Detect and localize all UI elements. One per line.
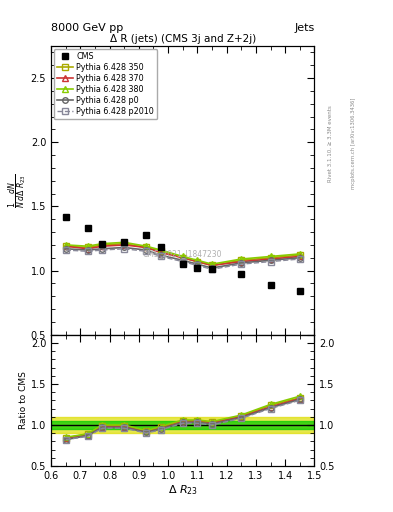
Pythia 6.428 p2010 (268, 259, 273, 265)
Pythia 6.428 380 (180, 253, 185, 260)
Pythia 6.428 p2010 (85, 248, 90, 254)
Pythia 6.428 p0 (195, 261, 200, 267)
Pythia 6.428 380 (268, 253, 273, 260)
Pythia 6.428 p0 (122, 244, 127, 250)
Pythia 6.428 370 (144, 244, 149, 250)
Pythia 6.428 370 (63, 243, 68, 249)
Line: CMS: CMS (62, 213, 303, 294)
CMS (268, 282, 273, 288)
Pythia 6.428 370 (180, 254, 185, 261)
Pythia 6.428 350 (268, 254, 273, 261)
Text: Jets: Jets (294, 23, 314, 33)
Pythia 6.428 370 (298, 253, 302, 260)
Line: Pythia 6.428 p2010: Pythia 6.428 p2010 (63, 246, 303, 272)
Pythia 6.428 370 (195, 259, 200, 265)
Pythia 6.428 380 (63, 242, 68, 248)
CMS (239, 271, 244, 278)
Legend: CMS, Pythia 6.428 350, Pythia 6.428 370, Pythia 6.428 380, Pythia 6.428 p0, Pyth: CMS, Pythia 6.428 350, Pythia 6.428 370,… (54, 49, 157, 119)
Pythia 6.428 370 (85, 246, 90, 252)
Bar (51, 421, 314, 429)
Pythia 6.428 380 (239, 256, 244, 262)
Pythia 6.428 370 (158, 249, 163, 255)
Pythia 6.428 350 (195, 259, 200, 265)
CMS (85, 225, 90, 231)
CMS (100, 241, 105, 247)
Line: Pythia 6.428 p0: Pythia 6.428 p0 (63, 245, 303, 271)
Pythia 6.428 370 (209, 262, 214, 268)
Pythia 6.428 p2010 (298, 256, 302, 262)
Pythia 6.428 380 (209, 261, 214, 267)
Y-axis label: Ratio to CMS: Ratio to CMS (19, 371, 28, 429)
CMS (63, 214, 68, 220)
Pythia 6.428 p2010 (180, 259, 185, 265)
Pythia 6.428 p0 (158, 252, 163, 258)
CMS (158, 244, 163, 250)
Pythia 6.428 p2010 (144, 248, 149, 254)
Pythia 6.428 380 (298, 251, 302, 257)
Pythia 6.428 p2010 (100, 247, 105, 253)
Line: Pythia 6.428 350: Pythia 6.428 350 (63, 241, 303, 268)
CMS (209, 266, 214, 272)
Pythia 6.428 380 (100, 241, 105, 247)
Pythia 6.428 350 (63, 243, 68, 249)
Pythia 6.428 p0 (209, 265, 214, 271)
Pythia 6.428 350 (144, 244, 149, 250)
Pythia 6.428 350 (100, 242, 105, 248)
Pythia 6.428 p0 (85, 247, 90, 253)
Pythia 6.428 350 (158, 248, 163, 254)
Pythia 6.428 p0 (100, 246, 105, 252)
X-axis label: $\Delta\ R_{23}$: $\Delta\ R_{23}$ (168, 483, 198, 497)
Pythia 6.428 p0 (239, 260, 244, 266)
Text: CMS_2021_I1847230: CMS_2021_I1847230 (143, 249, 222, 259)
Pythia 6.428 350 (209, 262, 214, 268)
Pythia 6.428 350 (180, 254, 185, 261)
Text: 8000 GeV pp: 8000 GeV pp (51, 23, 123, 33)
Pythia 6.428 p2010 (122, 246, 127, 252)
Pythia 6.428 p0 (268, 257, 273, 263)
CMS (298, 288, 302, 294)
CMS (195, 265, 200, 271)
Pythia 6.428 p0 (144, 247, 149, 253)
Pythia 6.428 p2010 (239, 261, 244, 267)
Text: mcplots.cern.ch [arXiv:1306.3436]: mcplots.cern.ch [arXiv:1306.3436] (351, 98, 356, 189)
Pythia 6.428 370 (268, 256, 273, 262)
Title: Δ R (jets) (CMS 3j and Z+2j): Δ R (jets) (CMS 3j and Z+2j) (110, 34, 256, 44)
Pythia 6.428 380 (85, 243, 90, 249)
CMS (180, 261, 185, 267)
Pythia 6.428 370 (122, 242, 127, 248)
Pythia 6.428 370 (100, 243, 105, 249)
Pythia 6.428 380 (122, 239, 127, 245)
Pythia 6.428 p0 (298, 254, 302, 261)
Line: Pythia 6.428 380: Pythia 6.428 380 (63, 240, 303, 267)
Pythia 6.428 p0 (180, 257, 185, 263)
CMS (144, 231, 149, 238)
Pythia 6.428 350 (85, 244, 90, 250)
CMS (122, 239, 127, 245)
Pythia 6.428 p2010 (158, 253, 163, 260)
Pythia 6.428 370 (239, 259, 244, 265)
Y-axis label: $\frac{1}{N}\frac{dN}{d\Delta\ R_{23}}$: $\frac{1}{N}\frac{dN}{d\Delta\ R_{23}}$ (7, 173, 29, 208)
Pythia 6.428 350 (298, 252, 302, 258)
Line: Pythia 6.428 370: Pythia 6.428 370 (63, 242, 303, 268)
Pythia 6.428 p0 (63, 246, 68, 252)
Pythia 6.428 p2010 (209, 266, 214, 272)
Pythia 6.428 380 (158, 247, 163, 253)
Pythia 6.428 350 (122, 241, 127, 247)
Pythia 6.428 350 (239, 257, 244, 263)
Pythia 6.428 380 (144, 243, 149, 249)
Pythia 6.428 380 (195, 257, 200, 263)
Pythia 6.428 p2010 (195, 262, 200, 268)
Pythia 6.428 p2010 (63, 247, 68, 253)
Bar (51, 417, 314, 433)
Text: Rivet 3.1.10, ≥ 3.3M events: Rivet 3.1.10, ≥ 3.3M events (328, 105, 332, 182)
